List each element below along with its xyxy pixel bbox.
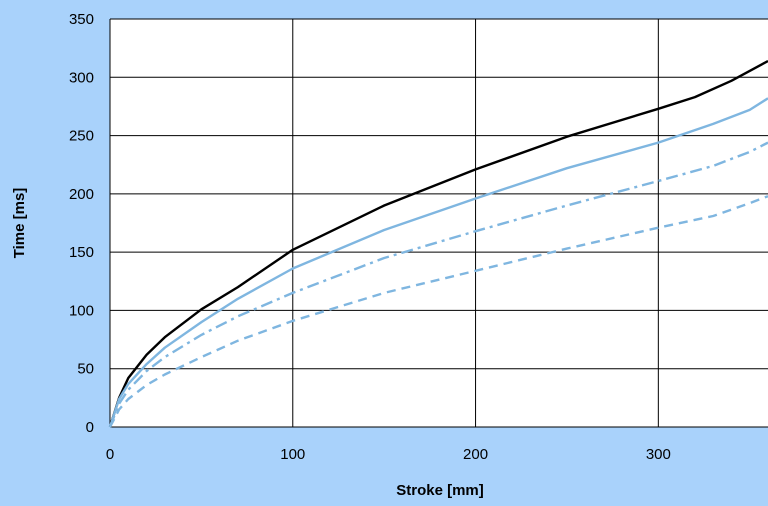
series-line-4 — [108, 195, 768, 428]
series-line-2 — [108, 97, 768, 428]
x-axis-title: Stroke [mm] — [396, 482, 484, 499]
plot-area — [110, 19, 768, 427]
series-line-3 — [108, 141, 768, 428]
x-tick-labels: 0 100 200 300 — [106, 446, 671, 463]
x-tick-label: 0 — [106, 446, 114, 463]
x-tick-label: 100 — [280, 446, 305, 463]
y-tick-label: 50 — [77, 361, 94, 378]
x-tick-label: 300 — [646, 446, 671, 463]
y-tick-label: 100 — [69, 302, 94, 319]
y-tick-label: 350 — [69, 11, 94, 28]
y-tick-label: 300 — [69, 69, 94, 86]
x-tick-label: 200 — [463, 446, 488, 463]
y-tick-label: 150 — [69, 244, 94, 261]
y-tick-label: 250 — [69, 128, 94, 145]
y-axis-title: Time [ms] — [11, 188, 28, 259]
series-line-1 — [108, 59, 768, 428]
y-tick-labels: 0 50 100 150 200 250 300 350 — [69, 11, 94, 436]
series-group — [108, 59, 768, 428]
y-tick-label: 0 — [86, 419, 94, 436]
y-tick-label: 200 — [69, 186, 94, 203]
